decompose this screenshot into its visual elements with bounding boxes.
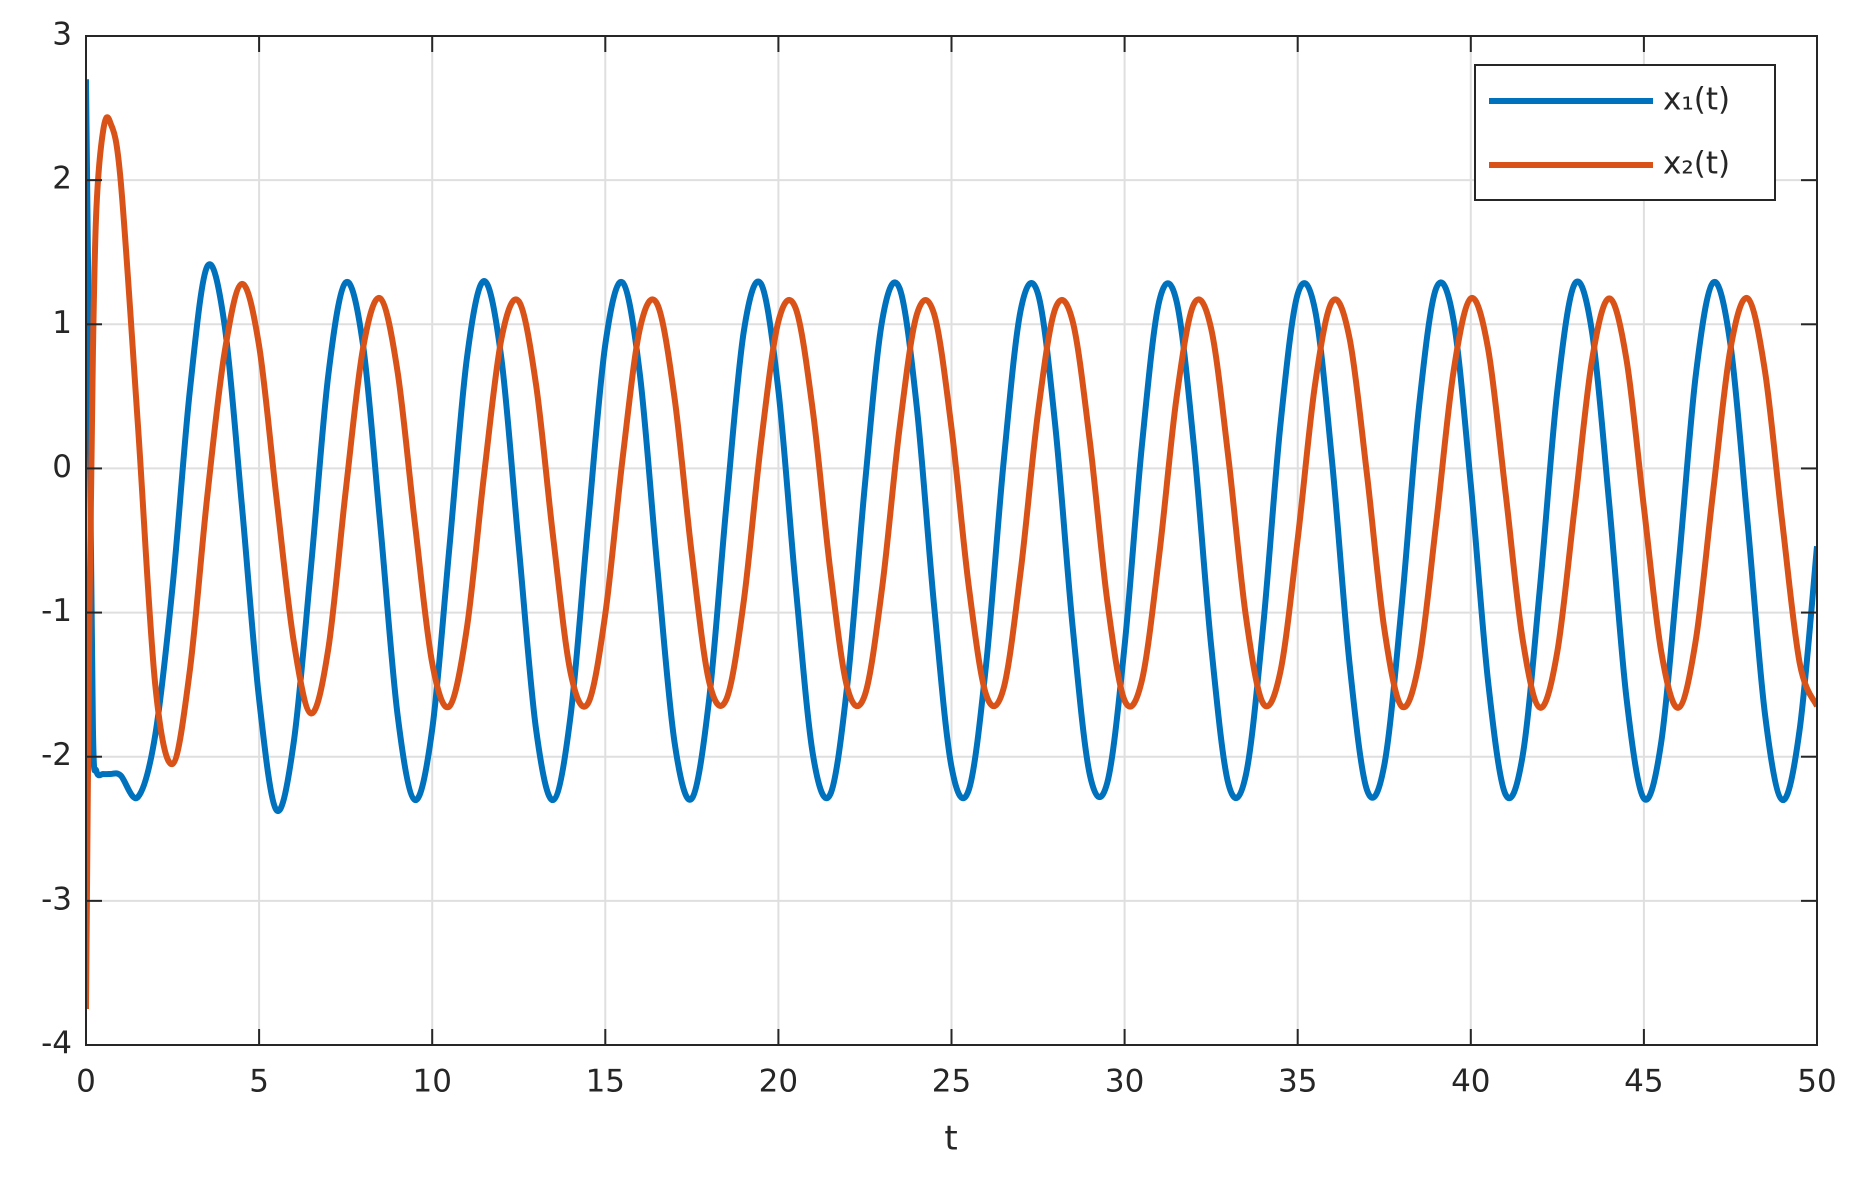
y-tick-label: 2 bbox=[52, 161, 72, 197]
line-series bbox=[86, 79, 1817, 814]
x-tick-label: 30 bbox=[1105, 1064, 1144, 1100]
plot-lines bbox=[86, 79, 1817, 1009]
x-tick-label: 45 bbox=[1624, 1064, 1663, 1100]
x-tick-label: 40 bbox=[1451, 1064, 1490, 1100]
x-axis-label: t bbox=[944, 1119, 957, 1159]
line-series bbox=[86, 114, 1817, 1009]
legend-box bbox=[1474, 64, 1776, 201]
legend-label: x₂(t) bbox=[1663, 146, 1730, 182]
y-tick-label: 0 bbox=[52, 449, 72, 485]
x-tick-label: 5 bbox=[249, 1064, 269, 1100]
y-tick-label: 3 bbox=[52, 17, 72, 53]
x-tick-label: 20 bbox=[759, 1064, 798, 1100]
x-tick-label: 15 bbox=[586, 1064, 625, 1100]
y-tick-label: -4 bbox=[41, 1026, 72, 1062]
x-tick-label: 50 bbox=[1797, 1064, 1836, 1100]
legend-label: x₁(t) bbox=[1663, 82, 1730, 118]
y-tick-label: -3 bbox=[41, 881, 72, 917]
x-tick-label: 0 bbox=[76, 1064, 96, 1100]
y-tick-label: -1 bbox=[41, 593, 72, 629]
ticks: 0 5 10 15 20 25 30 35 40 45 50 -4 -3 -2 -1 0 1 2 3 bbox=[41, 17, 1837, 1100]
y-tick-label: -2 bbox=[41, 737, 72, 773]
x-tick-label: 25 bbox=[932, 1064, 971, 1100]
x-tick-label: 10 bbox=[412, 1064, 451, 1100]
y-tick-label: 1 bbox=[52, 305, 72, 341]
x-tick-label: 35 bbox=[1278, 1064, 1317, 1100]
legend: x₁(t) x₂(t) bbox=[1474, 64, 1776, 201]
